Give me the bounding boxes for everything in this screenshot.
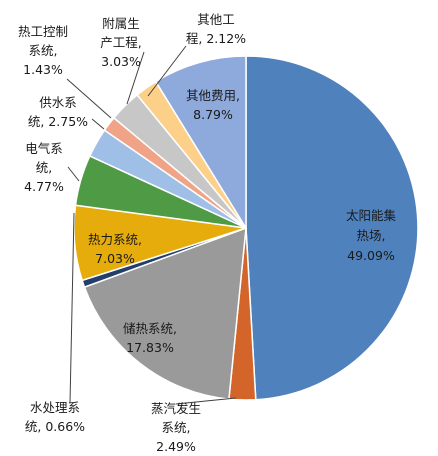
pie-slice	[154, 55, 247, 231]
slice-label-line: 2.49%	[156, 439, 196, 454]
pie-slice	[245, 55, 419, 401]
slice-label-line: 统, 0.66%	[25, 419, 85, 434]
slice-label-line: 程, 2.12%	[186, 31, 246, 46]
slice-label-line: 储热系统,	[123, 321, 177, 336]
slice-label: 其他工程, 2.12%	[186, 12, 246, 46]
slice-label-line: 热工控制	[18, 24, 68, 39]
slice-label-line: 附属生	[102, 16, 140, 31]
slice-label-line: 系统,	[29, 43, 58, 58]
slice-label-line: 水处理系	[30, 400, 80, 415]
leader-line	[175, 397, 237, 405]
slice-label-line: 统,	[36, 160, 52, 175]
leader-line	[67, 166, 80, 182]
slice-label: 太阳能集热场, 49.09%	[346, 208, 397, 263]
pie-slice	[83, 226, 247, 400]
slice-label-line: 太阳能集	[346, 208, 397, 223]
slice-label-line: 8.79%	[193, 107, 233, 122]
slice-label-line: 统, 2.75%	[28, 114, 88, 129]
leader-line	[91, 118, 105, 130]
slice-label-line: 系统,	[162, 420, 191, 435]
slice-label-line: 供水系	[39, 95, 77, 110]
slice-label: 水处理系统, 0.66%	[25, 400, 85, 434]
leader-line	[126, 51, 145, 105]
slice-label-line: 其他工	[197, 12, 235, 27]
slice-label-line: 3.03%	[101, 54, 141, 69]
leader-line	[69, 212, 75, 404]
slice-label-line: 电气系	[25, 141, 63, 156]
slice-label-line: 蒸汽发生	[151, 401, 201, 416]
slice-label: 储热系统, 17.83%	[123, 321, 177, 355]
slice-label-line: 其他费用,	[186, 88, 240, 103]
slice-label-line: 1.43%	[23, 62, 63, 77]
slice-label-line: 17.83%	[126, 340, 174, 355]
slice-label: 蒸汽发生系统, 2.49%	[151, 401, 201, 454]
slice-label: 热工控制系统, 1.43%	[18, 24, 68, 77]
leader-line	[147, 45, 187, 97]
slice-label-line: 49.09%	[347, 248, 395, 263]
slice-label-line: 产工程,	[100, 35, 141, 50]
leader-line	[66, 78, 112, 119]
slice-label-line: 4.77%	[24, 179, 64, 194]
slice-label-line: 热力系统,	[88, 232, 142, 247]
slice-label: 电气系统, 4.77%	[24, 141, 64, 194]
slice-label: 热力系统, 7.03%	[88, 232, 142, 266]
slice-label-line: 7.03%	[95, 251, 135, 266]
slice-label: 其他费用, 8.79%	[186, 88, 240, 122]
slice-label: 附属生产工程, 3.03%	[100, 16, 141, 69]
slice-label-line: 热场,	[357, 228, 386, 243]
slice-label: 供水系统, 2.75%	[28, 95, 88, 129]
